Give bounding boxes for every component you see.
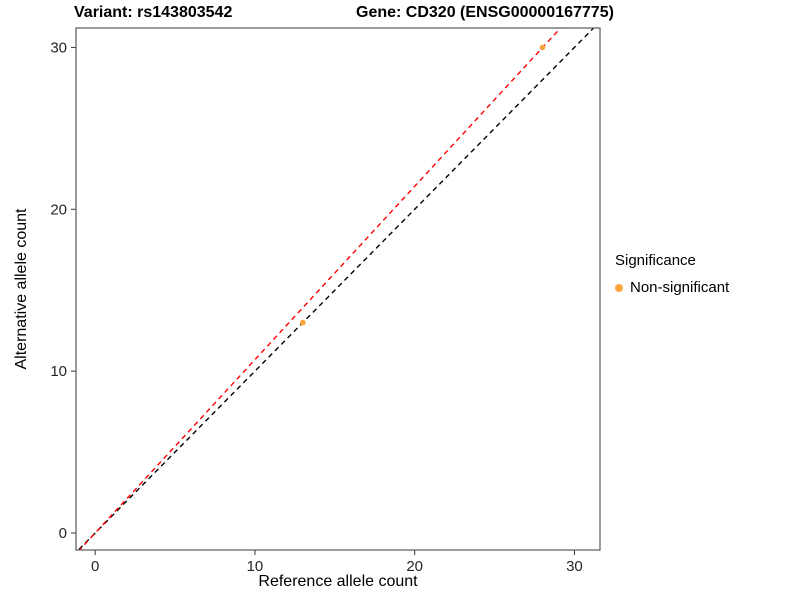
x-tick-label: 0 [91,558,99,575]
variant-title: Variant: rs143803542 [74,4,233,21]
y-tick-label: 20 [50,201,67,218]
data-point [300,319,306,326]
gene-title: Gene: CD320 (ENSG00000167775) [356,4,614,21]
legend: Significance Non-significant [615,252,729,296]
legend-point-icon [615,283,623,292]
x-tick-label: 10 [247,558,264,575]
identity-line [77,28,595,550]
y-axis-label: Alternative allele count [13,208,30,370]
legend-title: Significance [615,252,696,269]
legend-item: Non-significant [615,279,729,296]
x-tick-label: 20 [406,558,423,575]
y-tick-label: 0 [59,525,67,542]
x-tick-label: 30 [566,558,583,575]
panel-background [76,28,600,550]
regression-line [78,28,562,550]
y-tick-label: 30 [50,39,67,56]
legend-item-label: Non-significant [630,279,730,296]
y-tick-label: 10 [50,363,67,380]
x-axis-label: Reference allele count [258,573,418,590]
panel-border [75,27,601,551]
data-point [539,44,546,51]
